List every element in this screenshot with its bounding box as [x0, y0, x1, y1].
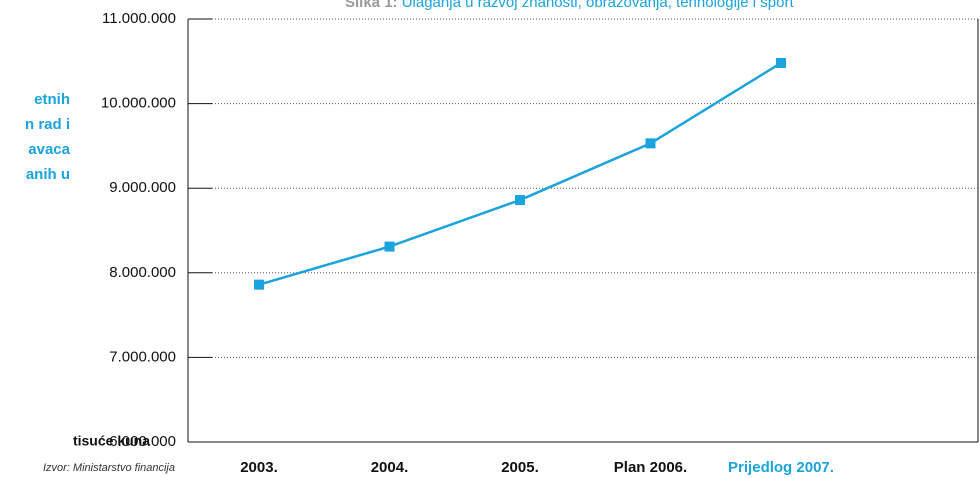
side-text: n rad i — [25, 116, 70, 133]
marker — [254, 279, 264, 290]
y-tick-label: 10.000.000 — [101, 95, 176, 112]
x-tick-label: Prijedlog 2007. — [728, 459, 834, 476]
line — [258, 61, 782, 286]
y-tick-label: 8.000.000 — [109, 264, 176, 281]
marker — [645, 138, 656, 149]
side-text: avaca — [28, 141, 70, 158]
title-text: Ulaganja u razvoj znanosti, obrazovanja,… — [402, 0, 795, 11]
x-tick-label: 2003. — [240, 459, 278, 476]
marker — [384, 241, 395, 252]
y-tick-label: 11.000.000 — [102, 10, 176, 27]
x-tick-label: 2005. — [501, 459, 539, 476]
source: Izvor: Ministarstvo financija — [43, 462, 175, 474]
y-tick-label: 7.000.000 — [109, 348, 176, 365]
marker — [776, 57, 786, 68]
y-axis-label: tisuće kuna — [73, 433, 150, 449]
x-tick-label: 2004. — [371, 459, 409, 476]
title-prefix: Slika 1: — [345, 0, 398, 11]
y-tick-label: 6.000.000 — [109, 433, 176, 450]
chart-title: Slika 1: Ulaganja u razvoj znanosti, obr… — [345, 0, 794, 11]
marker — [515, 195, 525, 206]
x-tick-label: Plan 2006. — [614, 459, 687, 476]
side-text: etnih — [34, 91, 70, 108]
side-text: anih u — [26, 166, 70, 183]
y-tick-label: 9.000.000 — [109, 179, 176, 196]
